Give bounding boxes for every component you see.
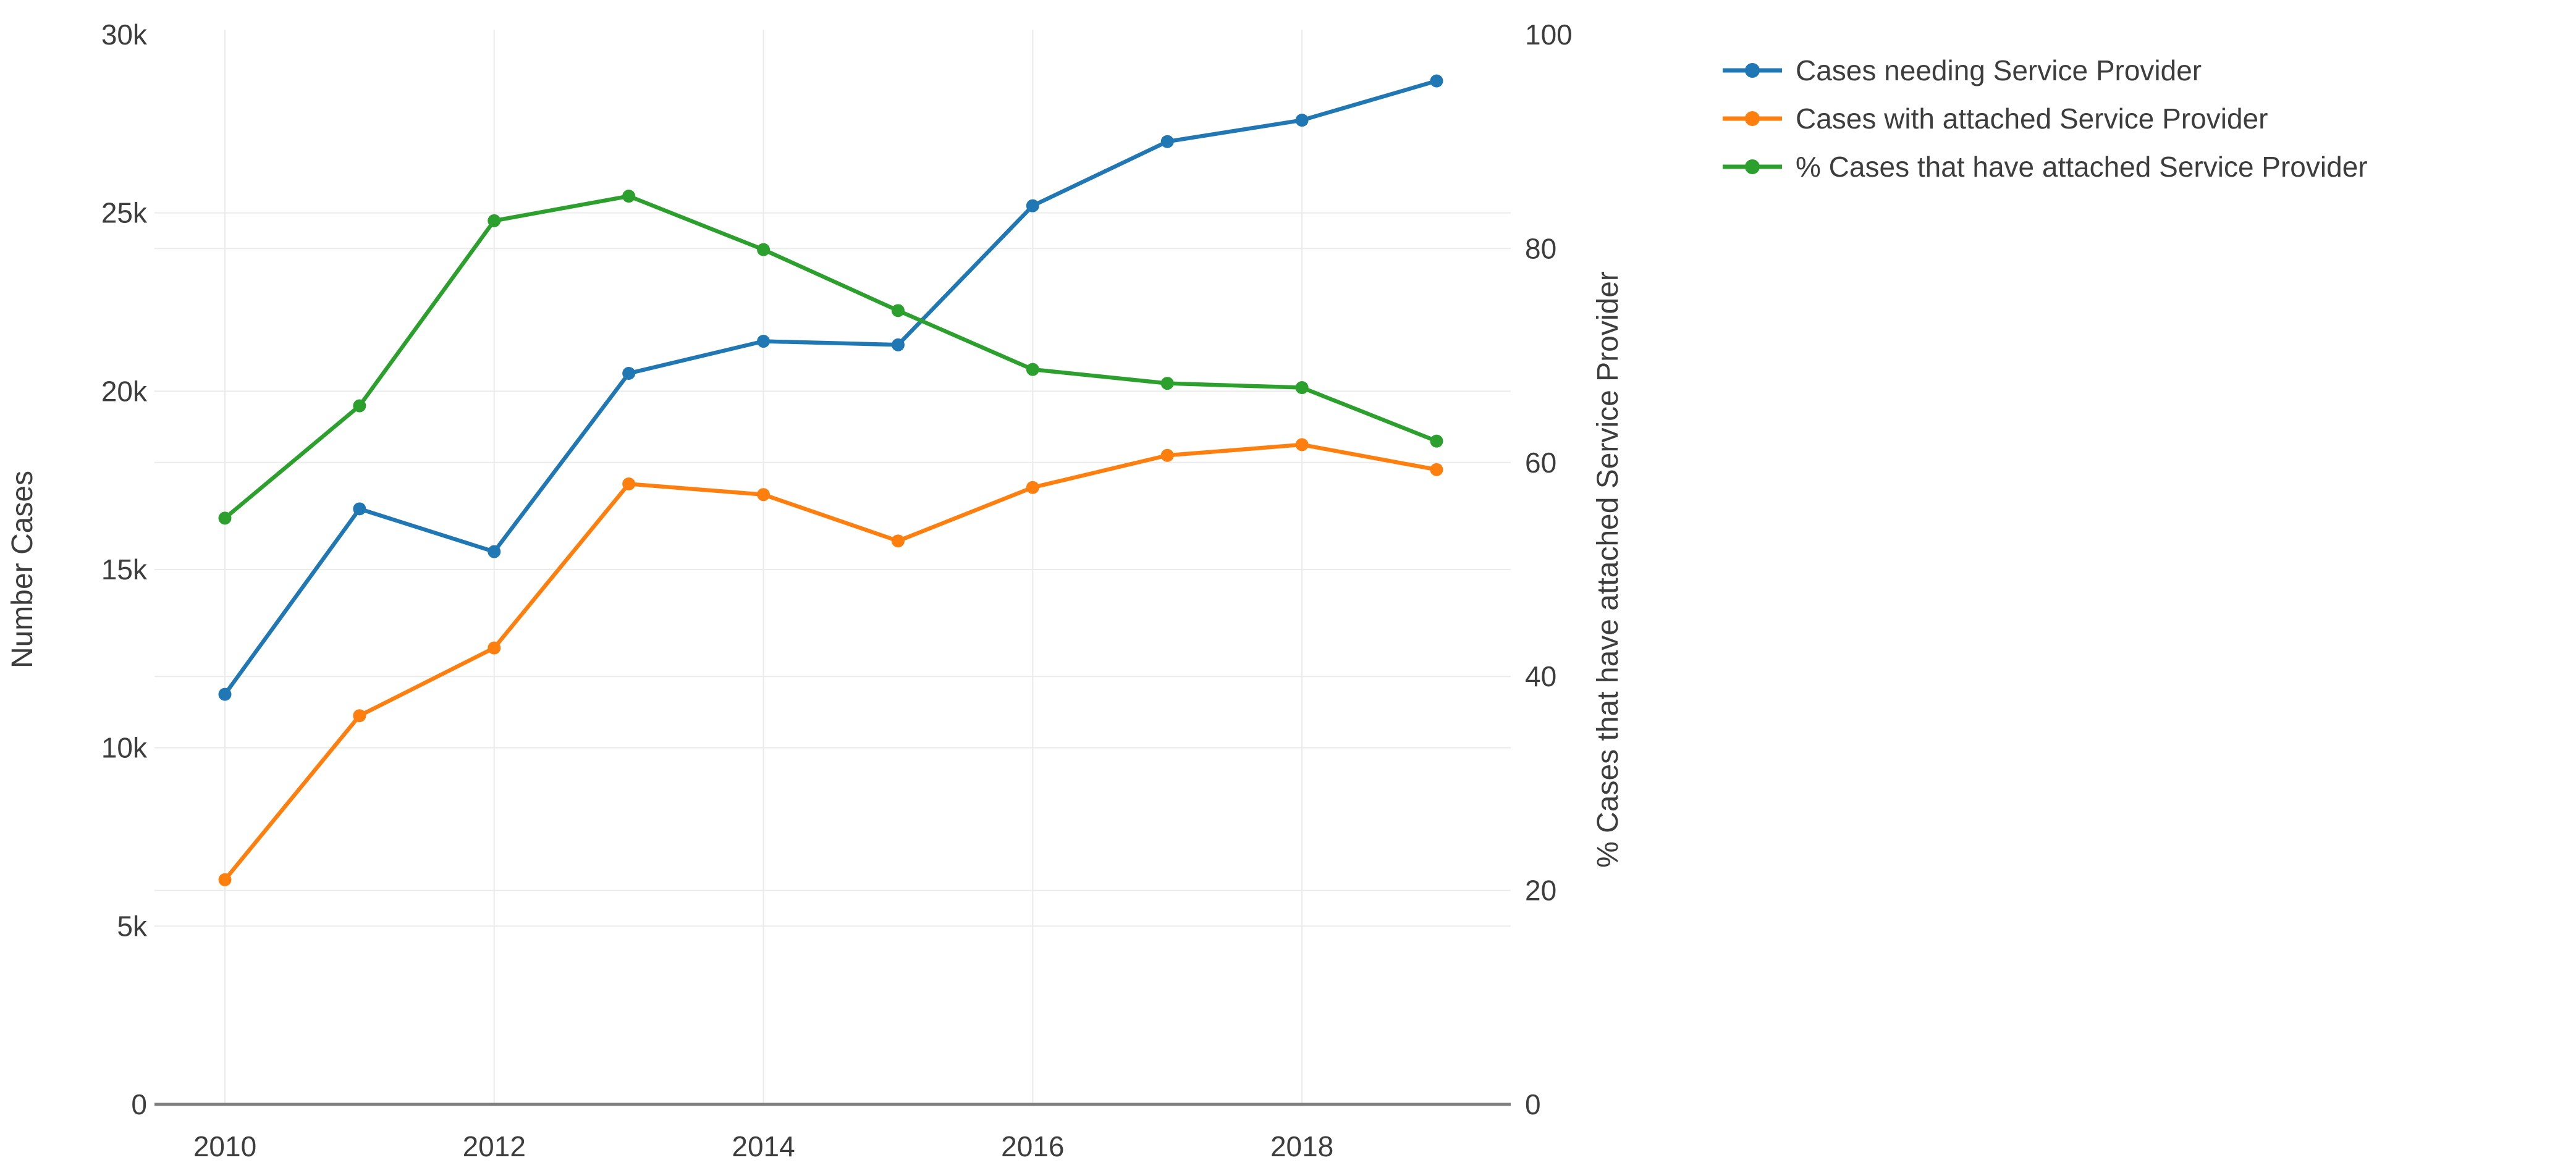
x-tick-label: 2018 (1270, 1130, 1333, 1162)
y-right-tick-label: 80 (1525, 232, 1556, 264)
gridlines (154, 30, 1511, 1104)
data-point-1-2013[interactable] (622, 477, 636, 490)
y-left-tick-label: 0 (131, 1088, 147, 1120)
data-point-2-2016[interactable] (1026, 363, 1039, 376)
y-right-tick-label: 0 (1525, 1088, 1541, 1120)
y-left-tick-label: 30k (101, 19, 148, 51)
legend-marker-line-dot-icon (1723, 159, 1782, 174)
data-point-0-2019[interactable] (1430, 74, 1443, 88)
data-point-2-2018[interactable] (1295, 381, 1309, 395)
y-axis-left-title: Number Cases (6, 471, 39, 668)
y-left-tick-label: 10k (101, 732, 148, 764)
data-point-0-2012[interactable] (488, 545, 501, 558)
data-point-1-2012[interactable] (488, 641, 501, 655)
legend-label: Cases needing Service Provider (1796, 54, 2202, 86)
data-point-2-2017[interactable] (1160, 377, 1174, 390)
y-axis-right-title: % Cases that have attached Service Provi… (1592, 271, 1624, 868)
y-left-tick-label: 15k (101, 553, 148, 586)
data-point-0-2018[interactable] (1295, 114, 1309, 127)
series-line-1 (222, 442, 1439, 882)
data-point-0-2016[interactable] (1026, 199, 1039, 212)
legend-item-cases-attached[interactable]: Cases with attached Service Provider (1723, 103, 2368, 135)
y-left-tick-label: 25k (101, 197, 148, 229)
data-point-2-2012[interactable] (488, 214, 501, 227)
data-point-1-2016[interactable] (1026, 481, 1039, 494)
y-left-tick-label: 20k (101, 375, 148, 407)
data-point-0-2015[interactable] (891, 338, 905, 351)
data-point-1-2017[interactable] (1160, 448, 1174, 462)
data-point-0-2017[interactable] (1160, 135, 1174, 148)
data-point-0-2011[interactable] (353, 502, 366, 516)
x-tick-label: 2014 (732, 1130, 795, 1162)
series-layer (218, 74, 1443, 886)
data-point-1-2014[interactable] (757, 488, 771, 502)
data-point-2-2014[interactable] (757, 243, 771, 256)
x-tick-label: 2010 (193, 1130, 256, 1162)
legend-marker-line-dot-icon (1723, 63, 1782, 78)
y-right-tick-label: 100 (1525, 19, 1573, 51)
data-point-0-2014[interactable] (757, 335, 771, 348)
y-left-tick-label: 5k (117, 910, 148, 942)
y-right-tick-label: 60 (1525, 447, 1556, 479)
y-right-tick-label: 20 (1525, 875, 1556, 907)
data-point-2-2019[interactable] (1430, 434, 1443, 448)
series-line-0 (222, 78, 1439, 697)
data-point-0-2013[interactable] (622, 366, 636, 380)
x-tick-label: 2016 (1001, 1130, 1064, 1162)
data-point-0-2010[interactable] (218, 687, 232, 701)
legend: Cases needing Service Provider Cases wit… (1723, 54, 2368, 183)
tick-labels: 0 5k 10k 15k 20k 25k 30k 0 20 40 60 80 100 2010 2012 20… (101, 19, 1573, 1162)
legend-marker-line-dot-icon (1723, 111, 1782, 126)
data-point-2-2013[interactable] (622, 190, 636, 203)
x-tick-label: 2012 (463, 1130, 526, 1162)
series-line-2 (222, 194, 1439, 521)
data-point-1-2011[interactable] (353, 709, 366, 723)
legend-label: Cases with attached Service Provider (1796, 103, 2268, 135)
data-point-2-2010[interactable] (218, 511, 232, 525)
legend-label: % Cases that have attached Service Provi… (1796, 151, 2368, 183)
data-point-2-2011[interactable] (353, 399, 366, 413)
legend-item-cases-needing[interactable]: Cases needing Service Provider (1723, 54, 2368, 86)
y-right-tick-label: 40 (1525, 660, 1556, 692)
legend-item-pct-attached[interactable]: % Cases that have attached Service Provi… (1723, 151, 2368, 183)
data-point-1-2010[interactable] (218, 873, 232, 886)
data-point-1-2018[interactable] (1295, 438, 1309, 452)
data-point-1-2019[interactable] (1430, 463, 1443, 476)
data-point-1-2015[interactable] (891, 534, 905, 548)
data-point-2-2015[interactable] (891, 304, 905, 317)
